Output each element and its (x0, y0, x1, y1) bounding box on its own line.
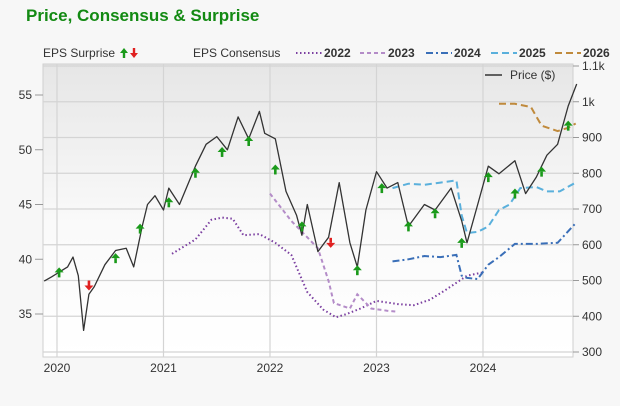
right-axis-label: 1k (582, 95, 596, 109)
legend-eps-consensus: EPS Consensus (193, 46, 280, 60)
right-axis-label: 900 (582, 131, 602, 145)
surprise-up-icon (563, 120, 573, 131)
consensus-line-2024 (392, 222, 577, 281)
legend-down-arrow-icon (130, 48, 138, 58)
left-axis-label: 45 (19, 198, 33, 212)
surprise-up-icon (457, 237, 467, 248)
legend-up-arrow-icon (120, 48, 128, 58)
surprise-down-icon (84, 280, 94, 291)
x-axis-label: 2023 (363, 361, 390, 375)
left-axis-label: 40 (19, 252, 33, 266)
surprise-up-icon (483, 172, 493, 183)
right-axis-label: 700 (582, 202, 602, 216)
surprise-up-icon (430, 208, 440, 219)
x-axis-label: 2024 (470, 361, 497, 375)
right-axis-label: 800 (582, 166, 602, 180)
surprise-up-icon (164, 197, 174, 208)
x-axis-label: 2022 (257, 361, 284, 375)
surprise-up-icon (377, 183, 387, 194)
legend-label-2022: 2022 (324, 46, 351, 60)
right-axis-label: 300 (582, 345, 602, 359)
surprise-up-icon (135, 223, 145, 234)
surprise-up-icon (352, 265, 362, 276)
surprise-up-icon (190, 167, 200, 178)
x-axis-label: 2021 (150, 361, 177, 375)
surprise-up-icon (111, 253, 121, 264)
legend-label-2024: 2024 (454, 46, 481, 60)
left-axis-label: 50 (19, 143, 33, 157)
legend-label-2023: 2023 (388, 46, 415, 60)
consensus-line-2025 (392, 179, 577, 235)
legend-eps-surprise: EPS Surprise (43, 46, 115, 60)
right-axis-label: 500 (582, 274, 602, 288)
legend-label-2025: 2025 (519, 46, 546, 60)
right-axis-label: 600 (582, 238, 602, 252)
right-axis-label: 1.1k (582, 59, 606, 73)
price-line (43, 83, 578, 332)
legend-label-2026: 2026 (583, 46, 610, 60)
chart-title: Price, Consensus & Surprise (26, 6, 260, 25)
consensus-line-2022 (171, 216, 484, 319)
surprise-up-icon (510, 188, 520, 199)
surprise-up-icon (297, 221, 307, 232)
surprise-up-icon (403, 221, 413, 232)
x-axis-label: 2020 (44, 361, 71, 375)
left-axis-label: 35 (19, 307, 33, 321)
surprise-up-icon (54, 267, 64, 278)
surprise-up-icon (537, 166, 547, 177)
surprise-up-icon (244, 135, 254, 146)
left-axis-label: 55 (19, 88, 33, 102)
surprise-up-icon (270, 164, 280, 175)
legend-price-label: Price ($) (510, 68, 555, 82)
surprise-up-icon (217, 146, 227, 157)
consensus-line-2023 (269, 192, 398, 313)
right-axis-label: 400 (582, 309, 602, 323)
surprise-down-icon (326, 237, 336, 248)
